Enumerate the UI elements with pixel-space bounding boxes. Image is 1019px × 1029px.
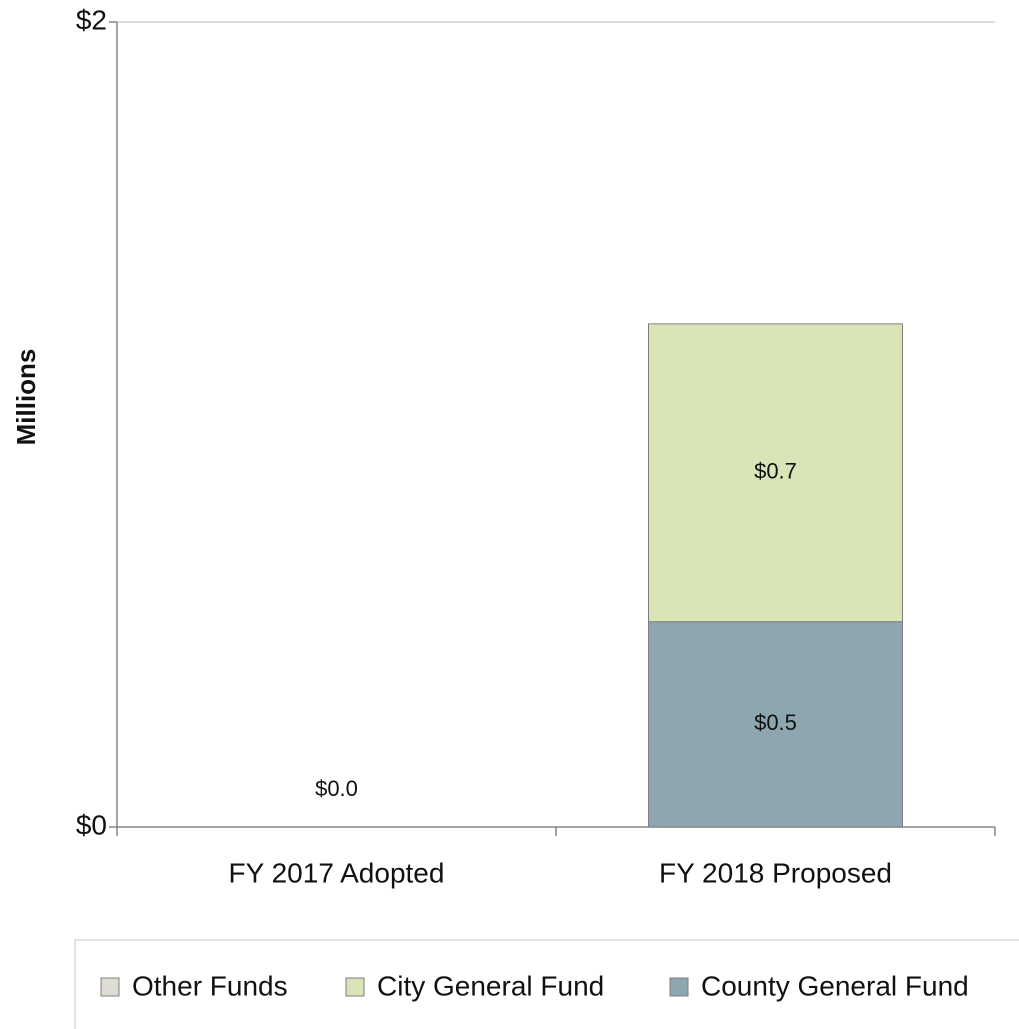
- bar-segment: [648, 621, 903, 828]
- data-label: $0.0: [315, 776, 358, 801]
- legend-label: City General Fund: [377, 970, 604, 1001]
- y-axis-label: Millions: [11, 349, 41, 446]
- legend-box: [74, 939, 1019, 1029]
- legend-swatch: [669, 977, 689, 997]
- y-tick-label: $0: [76, 809, 107, 840]
- data-label: $0.5: [754, 710, 797, 735]
- y-tick-label: $2: [76, 4, 107, 35]
- legend-label: Other Funds: [132, 970, 288, 1001]
- legend-swatch: [345, 977, 365, 997]
- legend-swatch: [100, 977, 120, 997]
- data-label: $0.7: [754, 459, 797, 484]
- legend-label: County General Fund: [701, 970, 969, 1001]
- x-tick-label: FY 2018 Proposed: [659, 857, 892, 888]
- x-tick-label: FY 2017 Adopted: [229, 857, 445, 888]
- bar-segment: [648, 323, 903, 623]
